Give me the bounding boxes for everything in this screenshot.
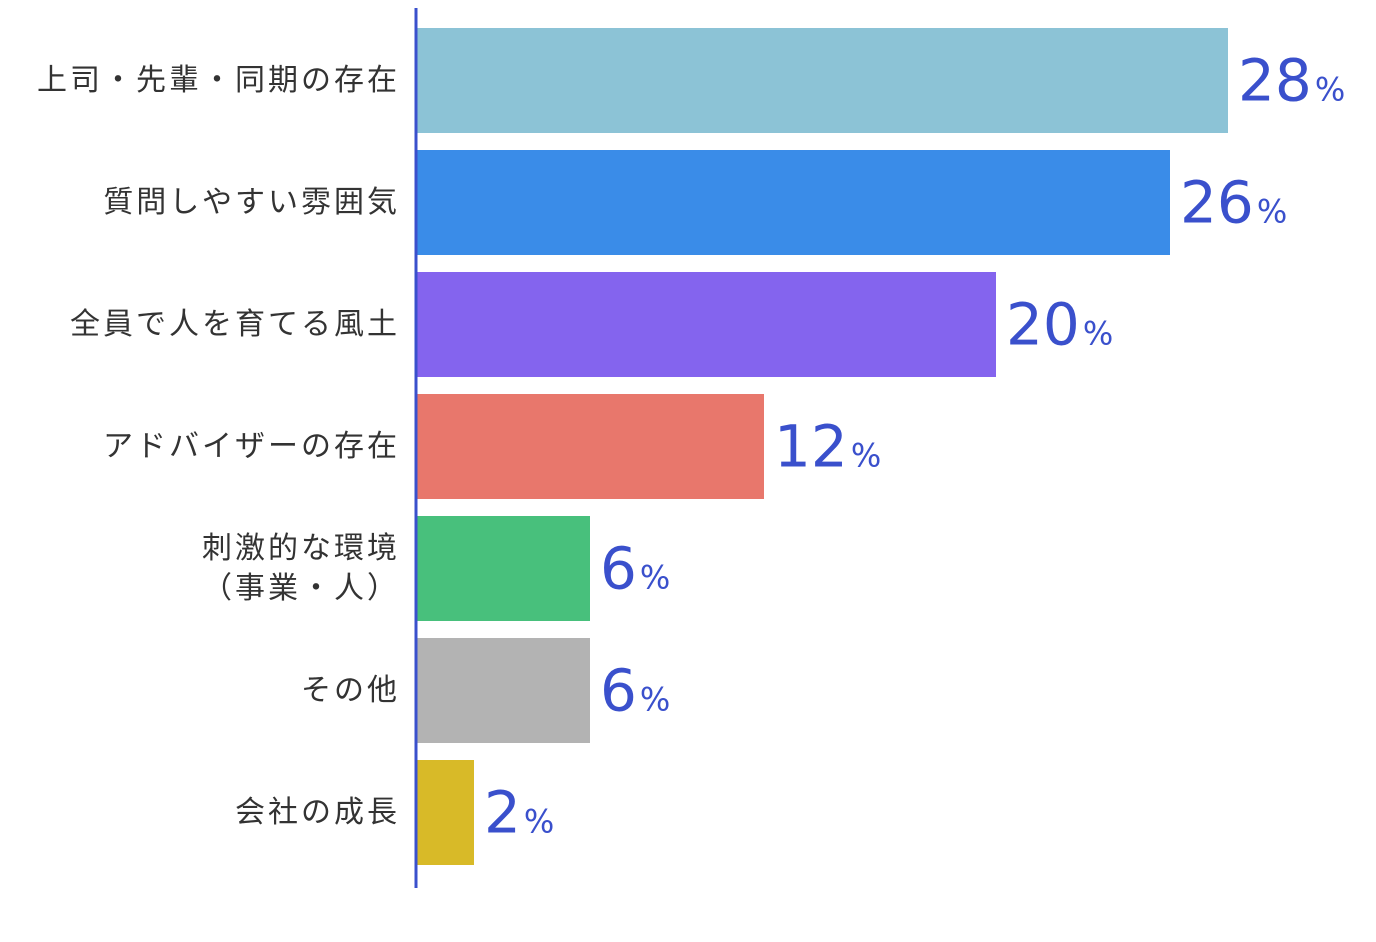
category-label-2: 全員で人を育てる風土 [70, 307, 400, 342]
category-label-5: その他 [301, 673, 400, 708]
bar-6 [416, 760, 474, 865]
value-label-2: 20% [1006, 291, 1113, 359]
bar-4 [416, 516, 590, 621]
value-label-4: 6% [600, 535, 670, 603]
bar-5 [416, 638, 590, 743]
category-label-6: 会社の成長 [235, 795, 400, 830]
category-label-4-line-0: 刺激的な環境 [202, 531, 400, 566]
category-label-0: 上司・先輩・同期の存在 [37, 63, 400, 98]
category-label-3: アドバイザーの存在 [103, 429, 400, 464]
bar-0 [416, 28, 1228, 133]
bar-2 [416, 272, 996, 377]
bar-3 [416, 394, 764, 499]
value-label-0: 28% [1238, 47, 1345, 115]
value-label-6: 2% [484, 779, 554, 847]
category-label-4-line-1: （事業・人） [202, 571, 400, 606]
category-label-1: 質問しやすい雰囲気 [103, 185, 400, 220]
value-label-5: 6% [600, 657, 670, 725]
bar-1 [416, 150, 1170, 255]
value-label-1: 26% [1180, 169, 1287, 237]
value-label-3: 12% [774, 413, 881, 481]
